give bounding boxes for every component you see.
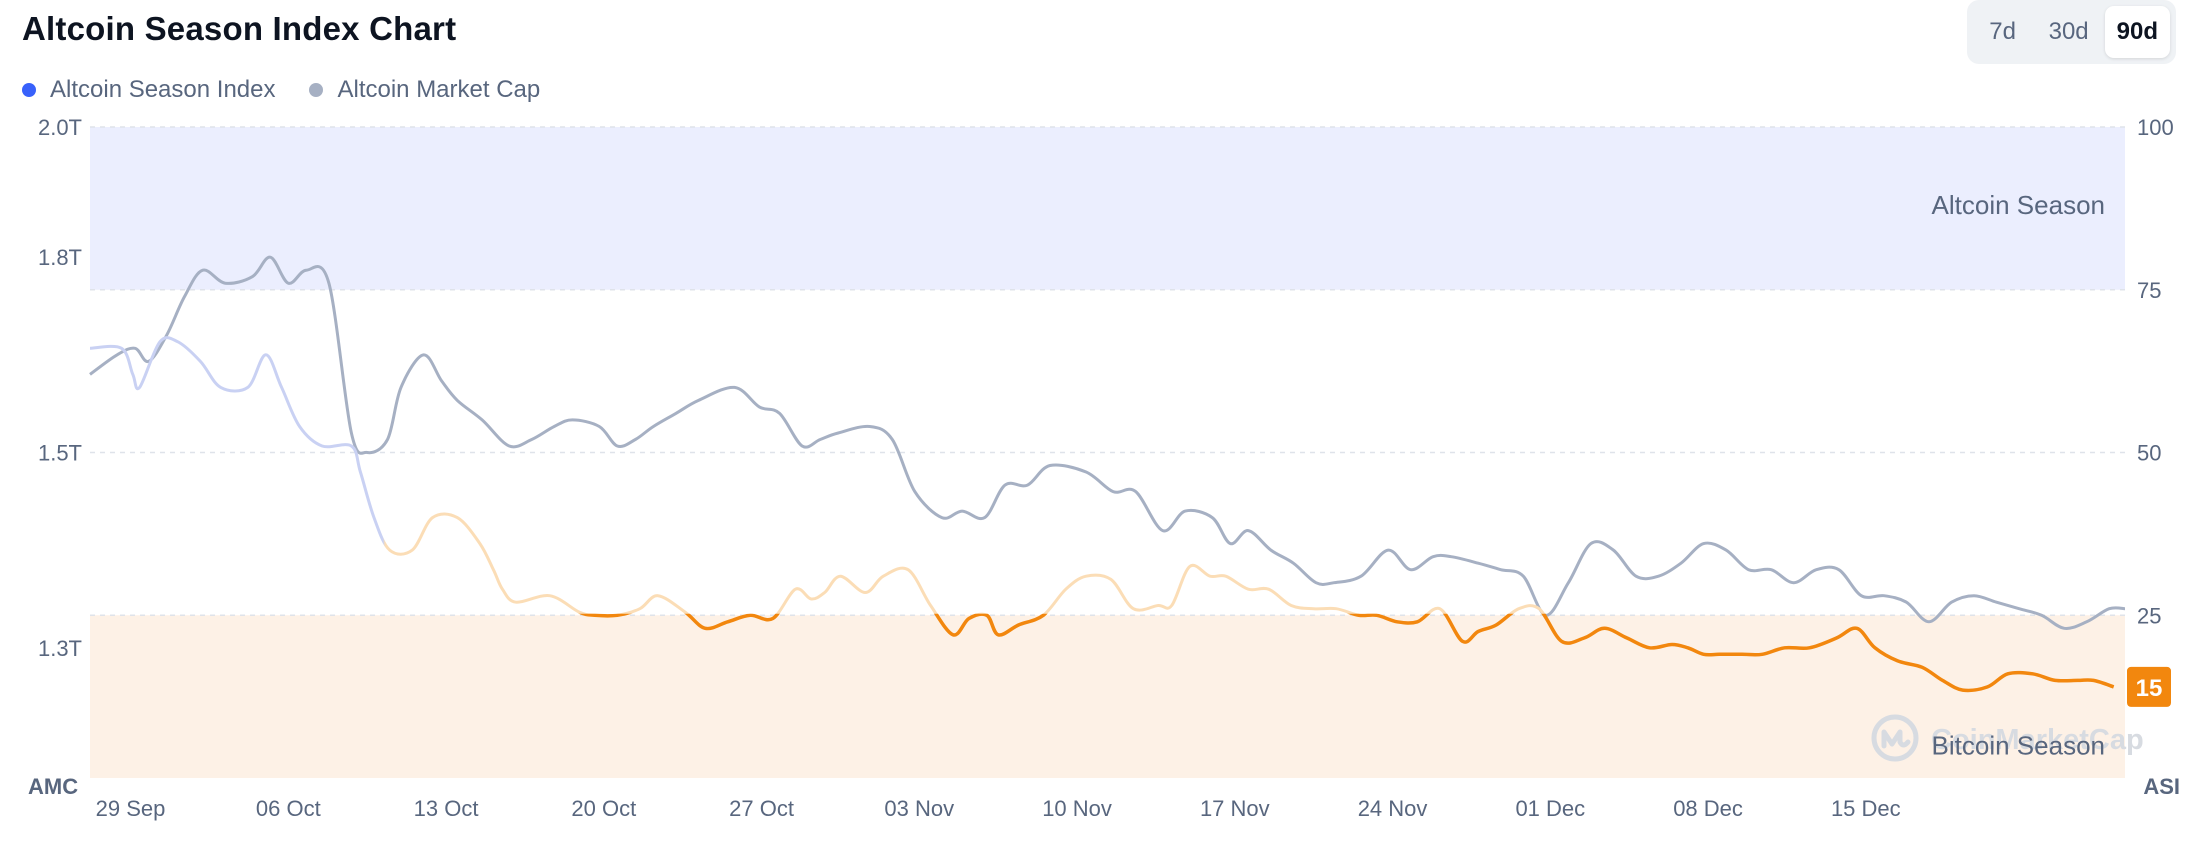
x-axis-tick-label: 08 Dec	[1673, 796, 1743, 821]
left-axis-tick-label: 1.3T	[38, 636, 82, 661]
bitcoin-season-zone	[90, 615, 2125, 778]
legend-dot-index	[22, 83, 36, 97]
right-axis-name: ASI	[2143, 774, 2180, 799]
page-title: Altcoin Season Index Chart	[22, 10, 457, 47]
legend-dot-market-cap	[309, 83, 324, 97]
x-axis-tick-label: 06 Oct	[256, 796, 321, 821]
left-axis-name: AMC	[28, 774, 78, 799]
right-axis-tick-label: 50	[2137, 441, 2161, 466]
coinmarketcap-logo-mark	[1881, 729, 1911, 749]
range-90d-button[interactable]: 90d	[2104, 6, 2170, 58]
x-axis-tick-label: 27 Oct	[729, 796, 794, 821]
x-axis-tick-label: 17 Nov	[1200, 796, 1270, 821]
left-axis-tick-label: 1.5T	[38, 441, 82, 466]
current-index-value: 15	[2136, 675, 2163, 702]
coinmarketcap-watermark: CoinMarketCap	[1871, 714, 2144, 762]
current-index-badge-bg	[2127, 666, 2171, 707]
range-30d-button[interactable]: 30d	[2037, 6, 2101, 58]
left-axis-tick-label: 1.8T	[38, 245, 82, 270]
bitcoin-season-label: Bitcoin Season	[1932, 730, 2105, 760]
current-index-badge: 15	[2127, 666, 2171, 707]
x-axis-tick-label: 13 Oct	[414, 796, 479, 821]
legend-item-index[interactable]: Altcoin Season Index	[22, 76, 275, 104]
right-axis-tick-label: 100	[2137, 115, 2174, 140]
chart-legend: Altcoin Season Index Altcoin Market Cap	[22, 76, 540, 104]
x-axis-tick-label: 24 Nov	[1358, 796, 1428, 821]
right-axis-tick-label: 75	[2137, 278, 2161, 303]
altcoin-season-zone	[90, 127, 2125, 290]
x-axis-tick-label: 29 Sep	[96, 796, 166, 821]
x-axis-tick-label: 20 Oct	[571, 796, 636, 821]
x-axis-tick-label: 15 Dec	[1831, 796, 1901, 821]
x-axis-tick-label: 03 Nov	[884, 796, 954, 821]
x-axis-tick-label: 10 Nov	[1042, 796, 1112, 821]
left-axis-ticks: 1.3T 1.5T 1.8T 2.0T	[38, 115, 82, 661]
market-cap-series-line[interactable]	[89, 255, 2126, 630]
legend-label-market-cap: Altcoin Market Cap	[337, 76, 541, 103]
index-series-line[interactable]	[90, 338, 2115, 693]
watermark-text: CoinMarketCap	[1931, 724, 2144, 756]
altcoin-season-label: Altcoin Season	[1932, 190, 2105, 220]
range-selector: 7d 30d 90d	[1966, 0, 2176, 64]
legend-item-market-cap[interactable]: Altcoin Market Cap	[309, 76, 540, 104]
x-axis-ticks: 29 Sep 06 Oct 13 Oct 20 Oct 27 Oct 03 Nov 10 N…	[96, 796, 1901, 821]
coinmarketcap-logo-icon	[1871, 714, 1919, 762]
right-axis-tick-label: 25	[2137, 603, 2161, 628]
legend-label-index: Altcoin Season Index	[50, 76, 276, 103]
right-axis-ticks: 25 50 75 100	[2137, 115, 2174, 628]
left-axis-tick-label: 2.0T	[38, 115, 82, 140]
range-7d-button[interactable]: 7d	[1973, 6, 2033, 58]
x-axis-tick-label: 01 Dec	[1515, 796, 1585, 821]
